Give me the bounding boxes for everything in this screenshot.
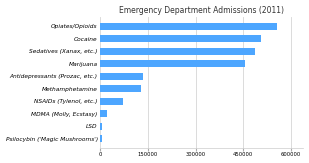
Bar <box>100 110 108 117</box>
Bar <box>100 35 260 42</box>
Bar <box>100 60 245 67</box>
Bar <box>100 23 277 30</box>
Bar <box>100 73 143 80</box>
Bar <box>100 48 255 55</box>
Bar <box>100 98 123 105</box>
Bar <box>100 85 141 92</box>
Bar <box>100 123 102 130</box>
Title: Emergency Department Admissions (2011): Emergency Department Admissions (2011) <box>120 6 285 15</box>
Bar <box>100 135 102 142</box>
